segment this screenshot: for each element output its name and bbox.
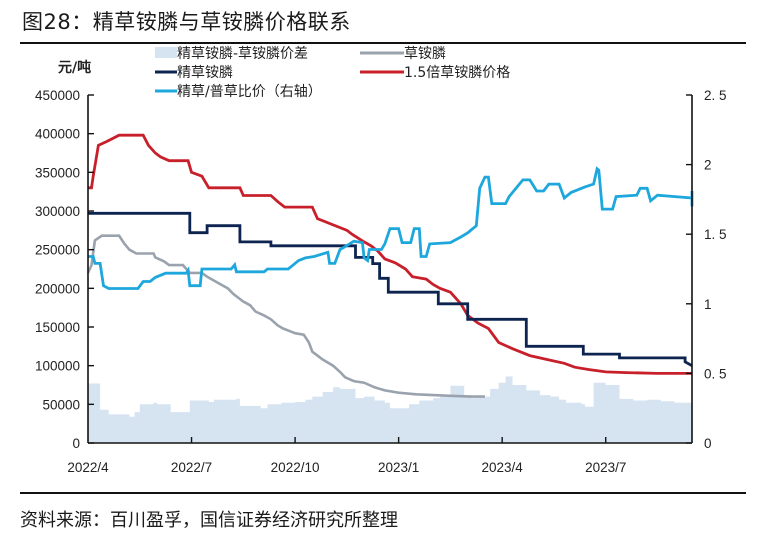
- legend-label-spread: 精草铵膦-草铵膦价差: [177, 46, 308, 62]
- y-tick-label: 100000: [35, 359, 80, 374]
- y2-tick-label: 2: [704, 158, 712, 173]
- y2-tick-label: 2. 5: [704, 88, 727, 103]
- glufosinate-line: [86, 234, 485, 398]
- x-tick-label: 2022/7: [171, 460, 212, 475]
- y-tick-label: 150000: [35, 320, 80, 335]
- x1_5-line: [88, 133, 692, 375]
- y-tick-label: 250000: [35, 243, 80, 258]
- y-tick-label: 0: [72, 436, 80, 451]
- y2-tick-label: 0: [704, 436, 712, 451]
- x-tick-label: 2023/1: [378, 460, 419, 475]
- x-tick-label: 2023/7: [585, 460, 626, 475]
- y2-tick-label: 0. 5: [704, 366, 727, 381]
- axes: 4500004000003500003000002500002000001500…: [35, 88, 727, 475]
- y2-tick-label: 1. 5: [704, 227, 727, 242]
- spread-area-path: [88, 376, 692, 443]
- x-tick-label: 2023/4: [482, 460, 524, 475]
- y-axis-unit: 元/吨: [58, 59, 91, 76]
- ratio-line: [88, 166, 694, 290]
- y-tick-label: 50000: [42, 397, 80, 412]
- figure-title: 图28：精草铵膦与草铵膦价格联系: [22, 10, 351, 34]
- legend-swatch-spread: [155, 47, 177, 58]
- legend-label-glufosinate: 草铵膦: [404, 46, 446, 62]
- x-tick-label: 2022/4: [67, 460, 109, 475]
- y-tick-label: 300000: [35, 204, 80, 219]
- y-tick-label: 200000: [35, 281, 80, 296]
- source-note: 资料来源：百川盈孚，国信证券经济研究所整理: [20, 510, 398, 531]
- y2-tick-label: 1: [704, 297, 712, 312]
- y-tick-label: 350000: [35, 165, 80, 180]
- legend-label-refined: 精草铵膦: [177, 65, 233, 81]
- source-divider: [20, 492, 746, 494]
- y-tick-label: 400000: [35, 127, 80, 142]
- y-tick-label: 450000: [35, 88, 80, 103]
- refined-line: [88, 211, 693, 367]
- x-tick-label: 2022/10: [271, 460, 320, 475]
- title-divider: [20, 42, 746, 44]
- legend-label-ratio: 精草/普草比价（右轴）: [177, 84, 322, 100]
- spread-area: [88, 376, 692, 443]
- series-lines: [86, 133, 694, 398]
- legend-label-x1_5: 1.5倍草铵膦价格: [404, 65, 510, 81]
